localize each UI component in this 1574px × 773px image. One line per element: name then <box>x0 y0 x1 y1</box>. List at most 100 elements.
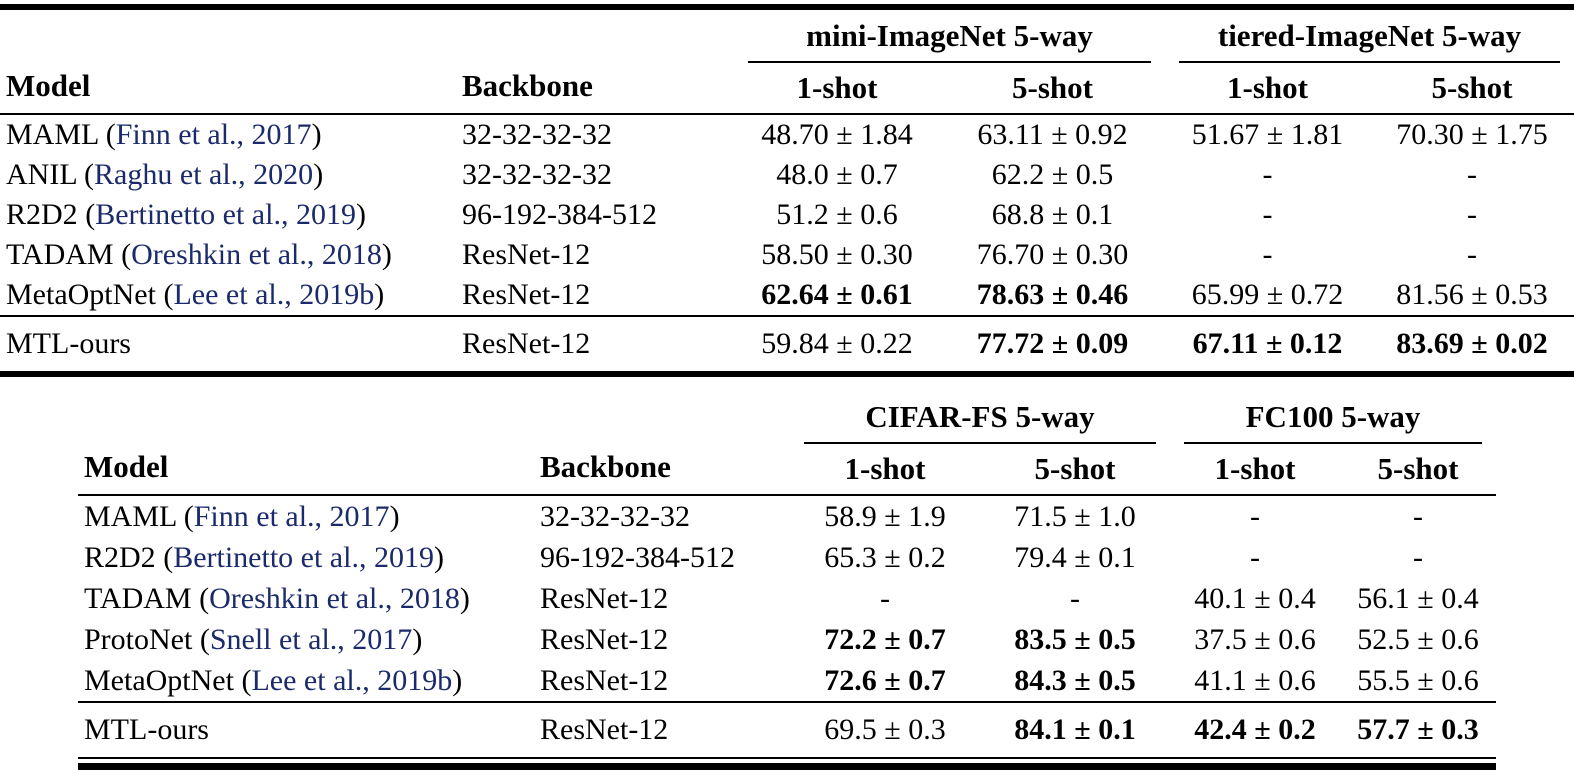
citation-link[interactable]: Lee et al., 2019b <box>251 663 453 697</box>
backbone-cell: 96-192-384-512 <box>540 540 735 574</box>
backbone-cell: ResNet-12 <box>462 327 591 360</box>
model-name: R2D2 <box>6 198 78 231</box>
model-cell: MTL-ours () <box>78 702 540 757</box>
score-cell: - <box>1467 238 1478 271</box>
citation: (Raghu et al., 2020) <box>76 158 324 191</box>
group-header-cifar-fs: CIFAR-FS 5-way <box>790 391 1170 444</box>
score-cell: 65.3 ± 0.2 <box>824 540 946 574</box>
score-cell: 84.1 ± 0.1 <box>1014 713 1136 746</box>
citation-link[interactable]: Snell et al., 2017 <box>209 622 413 656</box>
backbone-cell: 32-32-32-32 <box>462 118 612 151</box>
table-row: MAML (Finn et al., 2017) 32-32-32-32 58.… <box>78 495 1496 537</box>
model-cell: MAML (Finn et al., 2017) <box>78 495 540 537</box>
citation-link[interactable]: Raghu et al., 2020 <box>94 158 314 191</box>
citation: (Oreshkin et al., 2018) <box>191 581 470 615</box>
column-header-backbone: Backbone <box>540 391 790 496</box>
score-cell: - <box>1070 581 1080 615</box>
citation: (Bertinetto et al., 2019) <box>77 198 366 231</box>
table-row-mtl-ours: MTL-ours () ResNet-12 59.84 ± 0.22 77.72… <box>0 316 1574 374</box>
model-name: TADAM <box>84 581 192 615</box>
score-cell: 84.3 ± 0.5 <box>980 660 1171 703</box>
backbone-cell: ResNet-12 <box>540 581 669 615</box>
table-row-mtl-ours: MTL-ours () ResNet-12 69.5 ± 0.3 84.1 ± … <box>78 702 1496 757</box>
score-cell: 81.56 ± 0.53 <box>1370 275 1574 317</box>
score-cell: - <box>1413 540 1424 574</box>
table-row: MAML (Finn et al., 2017) 32-32-32-32 48.… <box>0 114 1574 155</box>
table-row: R2D2 (Bertinetto et al., 2019) 96-192-38… <box>0 195 1574 235</box>
score-cell: 68.8 ± 0.1 <box>991 198 1114 231</box>
model-name: MAML <box>6 118 99 151</box>
group-header-tiered-imagenet: tiered-ImageNet 5-way <box>1165 7 1574 63</box>
score-cell: - <box>1250 540 1261 574</box>
score-cell: 70.30 ± 1.75 <box>1396 118 1548 151</box>
score-cell: 63.11 ± 0.92 <box>977 118 1128 151</box>
results-table-cifar-fc100: Model Backbone CIFAR-FS 5-way FC100 5-wa… <box>78 391 1497 757</box>
score-cell: 48.0 ± 0.7 <box>776 158 898 191</box>
backbone-cell: 32-32-32-32 <box>540 499 690 533</box>
model-name: ANIL <box>6 158 77 191</box>
group-header-mini-imagenet: mini-ImageNet 5-way <box>734 7 1165 63</box>
column-header-model: Model <box>78 391 540 496</box>
column-header-5shot: 5-shot <box>1340 444 1497 496</box>
citation-link[interactable]: Oreshkin et al., 2018 <box>131 238 382 271</box>
score-cell: 65.99 ± 0.72 <box>1165 275 1371 317</box>
model-name: MTL-ours <box>84 713 209 746</box>
score-cell: 57.7 ± 0.3 <box>1357 713 1479 746</box>
model-cell: TADAM (Oreshkin et al., 2018) <box>78 578 540 619</box>
backbone-cell: ResNet-12 <box>462 238 591 271</box>
model-cell: R2D2 (Bertinetto et al., 2019) <box>78 537 540 578</box>
model-name: MetaOptNet <box>6 278 156 311</box>
score-cell: 55.5 ± 0.6 <box>1340 660 1497 703</box>
backbone-cell: ResNet-12 <box>540 622 669 656</box>
shot-header-row: 1-shot 5-shot 1-shot 5-shot <box>78 444 1497 496</box>
results-table-imagenet: Model Backbone mini-ImageNet 5-way tiere… <box>0 4 1574 377</box>
score-cell: 78.63 ± 0.46 <box>940 275 1166 317</box>
table-row: MetaOptNet (Lee et al., 2019b) ResNet-12… <box>0 275 1574 317</box>
table-row: MetaOptNet (Lee et al., 2019b) ResNet-12… <box>78 660 1497 703</box>
table-row: ANIL (Raghu et al., 2020) 32-32-32-32 48… <box>0 155 1574 195</box>
score-cell: 58.50 ± 0.30 <box>761 238 913 271</box>
column-header-5shot: 5-shot <box>1370 63 1574 115</box>
score-cell: 72.6 ± 0.7 <box>790 660 980 703</box>
citation: (Lee et al., 2019b) <box>155 278 385 311</box>
model-cell: R2D2 (Bertinetto et al., 2019) <box>0 195 462 235</box>
model-cell: ProtoNet (Snell et al., 2017) <box>78 619 540 660</box>
column-header-1shot: 1-shot <box>790 444 980 496</box>
column-header-5shot: 5-shot <box>980 444 1171 496</box>
score-cell: 76.70 ± 0.30 <box>976 238 1129 271</box>
score-cell: 79.4 ± 0.1 <box>1014 540 1136 574</box>
column-header-backbone: Backbone <box>462 7 734 115</box>
score-cell: 56.1 ± 0.4 <box>1357 581 1479 615</box>
citation-link[interactable]: Oreshkin et al., 2018 <box>209 581 460 615</box>
model-name: MetaOptNet <box>84 663 234 697</box>
model-cell: MetaOptNet (Lee et al., 2019b) <box>0 275 462 317</box>
model-name: R2D2 <box>84 540 156 574</box>
citation-link[interactable]: Finn et al., 2017 <box>193 499 390 533</box>
column-header-model: Model <box>0 7 462 115</box>
score-cell: - <box>1262 158 1273 191</box>
citation: (Bertinetto et al., 2019) <box>155 540 444 574</box>
score-cell: - <box>1467 158 1478 191</box>
score-cell: 58.9 ± 1.9 <box>824 499 946 533</box>
model-name: MAML <box>84 499 177 533</box>
citation: (Lee et al., 2019b) <box>233 663 463 697</box>
score-cell: - <box>1467 198 1478 231</box>
shot-header-row: 1-shot 5-shot 1-shot 5-shot <box>0 63 1574 115</box>
score-cell: - <box>1262 198 1273 231</box>
citation-link[interactable]: Bertinetto et al., 2019 <box>95 198 356 231</box>
model-cell: ANIL (Raghu et al., 2020) <box>0 155 462 195</box>
score-cell: 42.4 ± 0.2 <box>1194 713 1316 746</box>
citation: (Snell et al., 2017) <box>192 622 423 656</box>
column-header-1shot: 1-shot <box>734 63 940 115</box>
citation-link[interactable]: Finn et al., 2017 <box>115 118 312 151</box>
column-header-1shot: 1-shot <box>1165 63 1371 115</box>
score-cell: 48.70 ± 1.84 <box>761 118 913 151</box>
score-cell: - <box>1262 238 1273 271</box>
score-cell: 51.2 ± 0.6 <box>776 198 898 231</box>
score-cell: 51.67 ± 1.81 <box>1191 118 1344 151</box>
citation-link[interactable]: Bertinetto et al., 2019 <box>173 540 434 574</box>
score-cell: 40.1 ± 0.4 <box>1194 581 1316 615</box>
citation: (Finn et al., 2017) <box>98 118 322 151</box>
citation-link[interactable]: Lee et al., 2019b <box>173 278 375 311</box>
score-cell: 72.2 ± 0.7 <box>824 622 946 656</box>
